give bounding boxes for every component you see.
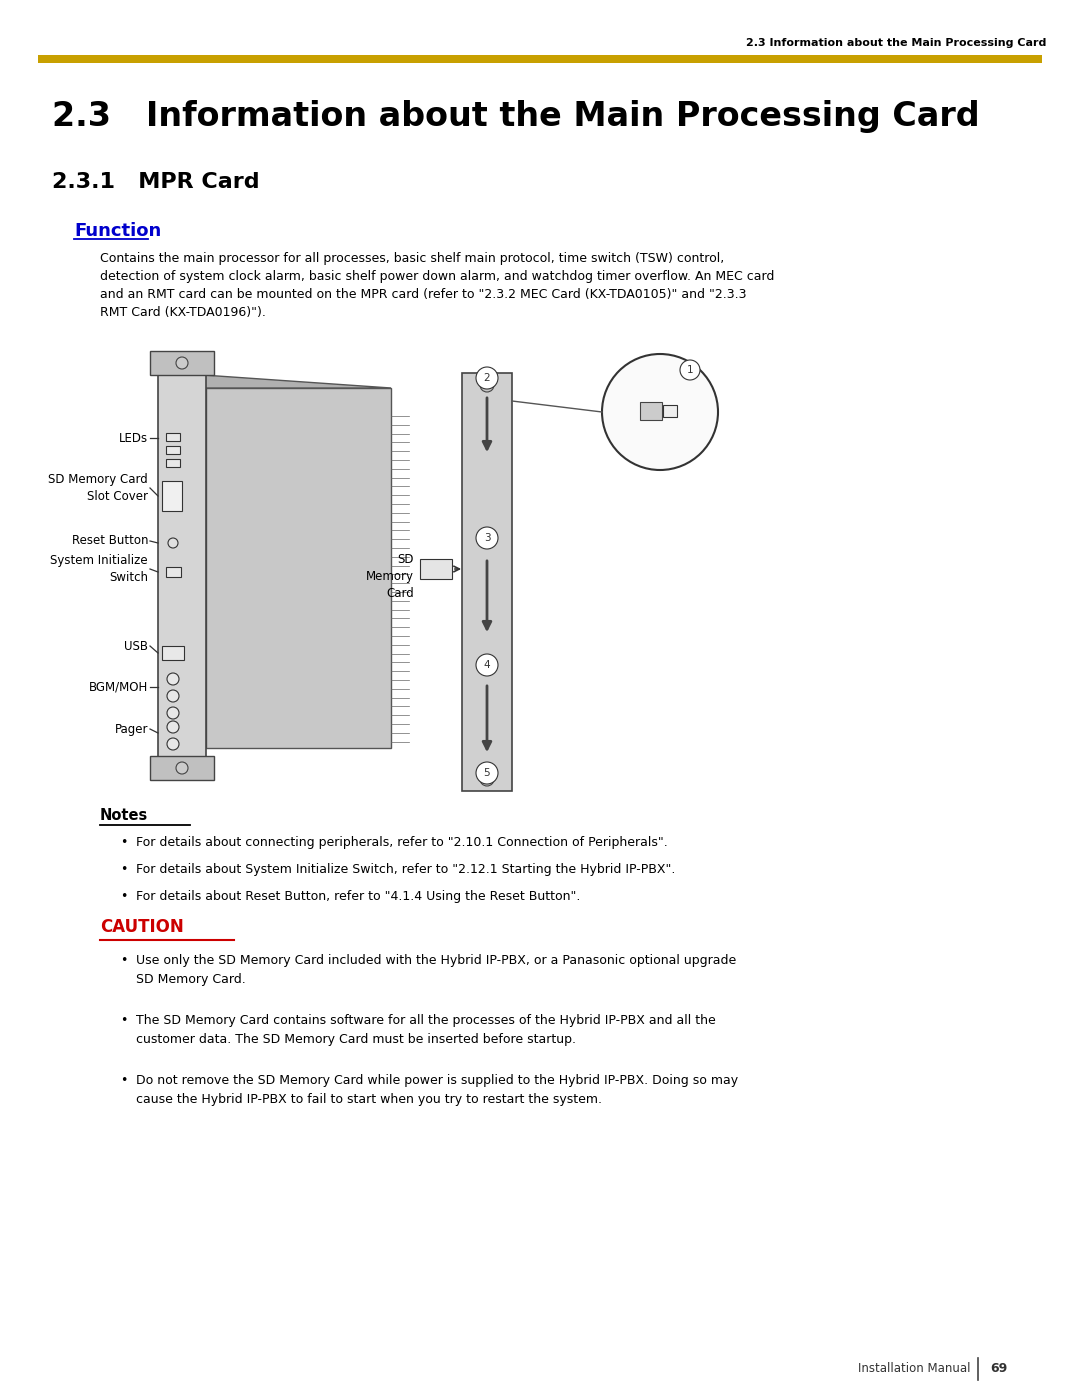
Bar bbox=[162, 645, 184, 659]
Circle shape bbox=[167, 721, 179, 733]
Polygon shape bbox=[161, 374, 391, 388]
Text: BGM/MOH: BGM/MOH bbox=[89, 680, 148, 693]
Text: Contains the main processor for all processes, basic shelf main protocol, time s: Contains the main processor for all proc… bbox=[100, 251, 725, 265]
Circle shape bbox=[167, 738, 179, 750]
Text: SD Memory Card
Slot Cover: SD Memory Card Slot Cover bbox=[49, 474, 148, 503]
Bar bbox=[150, 351, 214, 374]
Text: CAUTION: CAUTION bbox=[100, 918, 184, 936]
Text: LEDs: LEDs bbox=[119, 432, 148, 444]
Text: 69: 69 bbox=[990, 1362, 1008, 1376]
Circle shape bbox=[480, 773, 494, 787]
Circle shape bbox=[167, 707, 179, 719]
Text: Do not remove the SD Memory Card while power is supplied to the Hybrid IP-PBX. D: Do not remove the SD Memory Card while p… bbox=[136, 1074, 738, 1105]
Text: •: • bbox=[120, 1014, 127, 1027]
Text: For details about connecting peripherals, refer to "2.10.1 Connection of Periphe: For details about connecting peripherals… bbox=[136, 835, 667, 849]
Text: For details about Reset Button, refer to "4.1.4 Using the Reset Button".: For details about Reset Button, refer to… bbox=[136, 890, 580, 902]
Bar bbox=[663, 405, 677, 416]
Bar bbox=[166, 433, 180, 441]
Bar bbox=[420, 559, 453, 578]
Text: Reset Button: Reset Button bbox=[71, 535, 148, 548]
Bar bbox=[158, 373, 206, 759]
Text: 2.3 Information about the Main Processing Card: 2.3 Information about the Main Processin… bbox=[745, 38, 1047, 47]
Text: detection of system clock alarm, basic shelf power down alarm, and watchdog time: detection of system clock alarm, basic s… bbox=[100, 270, 774, 284]
Bar bbox=[462, 373, 512, 791]
Text: •: • bbox=[120, 890, 127, 902]
Bar bbox=[162, 481, 183, 511]
Circle shape bbox=[168, 538, 178, 548]
Bar bbox=[166, 567, 181, 577]
Circle shape bbox=[476, 527, 498, 549]
Circle shape bbox=[176, 358, 188, 369]
Circle shape bbox=[167, 690, 179, 703]
Circle shape bbox=[176, 761, 188, 774]
Text: For details about System Initialize Switch, refer to "2.12.1 Starting the Hybrid: For details about System Initialize Swit… bbox=[136, 863, 675, 876]
Text: Function: Function bbox=[75, 222, 161, 240]
Text: The SD Memory Card contains software for all the processes of the Hybrid IP-PBX : The SD Memory Card contains software for… bbox=[136, 1014, 716, 1045]
Text: •: • bbox=[120, 954, 127, 967]
Text: System Initialize
Switch: System Initialize Switch bbox=[51, 555, 148, 584]
Text: Pager: Pager bbox=[114, 722, 148, 735]
Text: 3: 3 bbox=[484, 534, 490, 543]
Text: RMT Card (KX-TDA0196)").: RMT Card (KX-TDA0196)"). bbox=[100, 306, 266, 319]
Text: 1: 1 bbox=[687, 365, 693, 374]
Circle shape bbox=[680, 360, 700, 380]
Text: 2.3.1   MPR Card: 2.3.1 MPR Card bbox=[52, 172, 259, 191]
Text: 2: 2 bbox=[484, 373, 490, 383]
Text: •: • bbox=[120, 863, 127, 876]
Text: 4: 4 bbox=[484, 659, 490, 671]
Text: Use only the SD Memory Card included with the Hybrid IP-PBX, or a Panasonic opti: Use only the SD Memory Card included wit… bbox=[136, 954, 737, 985]
Bar bbox=[640, 402, 662, 420]
Text: •: • bbox=[120, 1074, 127, 1087]
Text: and an RMT card can be mounted on the MPR card (refer to "2.3.2 MEC Card (KX-TDA: and an RMT card can be mounted on the MP… bbox=[100, 288, 746, 300]
Text: 5: 5 bbox=[484, 768, 490, 778]
Circle shape bbox=[476, 654, 498, 676]
Circle shape bbox=[602, 353, 718, 469]
Bar bbox=[38, 54, 1042, 63]
Text: USB: USB bbox=[124, 640, 148, 652]
Circle shape bbox=[167, 673, 179, 685]
Bar bbox=[206, 388, 391, 747]
Text: Installation Manual: Installation Manual bbox=[858, 1362, 970, 1376]
Text: SD
Memory
Card: SD Memory Card bbox=[366, 553, 414, 599]
Text: 2.3   Information about the Main Processing Card: 2.3 Information about the Main Processin… bbox=[52, 101, 980, 133]
Bar bbox=[166, 446, 180, 454]
Text: •: • bbox=[120, 835, 127, 849]
Text: Notes: Notes bbox=[100, 807, 148, 823]
Circle shape bbox=[476, 761, 498, 784]
Bar bbox=[166, 460, 180, 467]
Circle shape bbox=[476, 367, 498, 388]
Circle shape bbox=[480, 379, 494, 393]
Bar bbox=[150, 756, 214, 780]
